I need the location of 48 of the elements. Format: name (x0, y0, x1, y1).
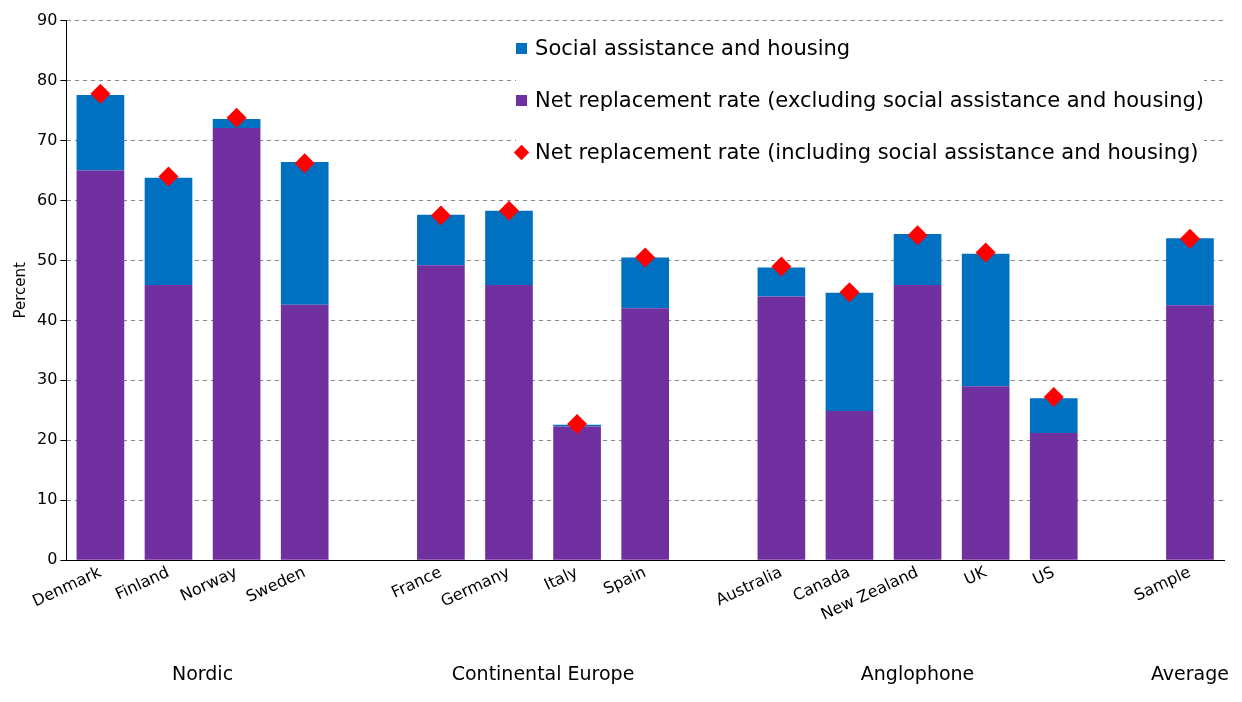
y-tick-label: 50 (37, 249, 58, 269)
y-axis-title: Percent (10, 262, 29, 319)
text: Anglophone (860, 662, 975, 684)
text: Continental Europe (451, 662, 635, 684)
bar (485, 284, 533, 560)
bar (621, 308, 670, 560)
x-tick-label: Italy (541, 562, 581, 594)
x-tick-label: UK (960, 561, 990, 589)
text: Nordic (171, 662, 234, 684)
y-tick-label: 60 (37, 189, 58, 209)
x-tick-label: Spain (600, 562, 649, 599)
bar (825, 410, 874, 560)
bar (280, 304, 329, 560)
bar (621, 257, 670, 309)
bar (144, 177, 193, 285)
bar (961, 386, 1010, 560)
bar (757, 267, 806, 297)
bar (825, 292, 874, 411)
bar (280, 162, 329, 305)
y-tick-label: 30 (37, 369, 58, 389)
y-tick-label: 90 (37, 9, 58, 29)
bar (1166, 238, 1214, 306)
bar (417, 214, 465, 266)
bar (893, 284, 942, 560)
x-tick-label: US (1029, 562, 1058, 589)
y-tick-label: 80 (37, 69, 58, 89)
bar (212, 127, 261, 560)
bar (961, 253, 1010, 387)
bar (1029, 433, 1078, 560)
bar (1029, 398, 1078, 434)
bar (1166, 305, 1214, 560)
text: Average (1150, 662, 1229, 684)
bar (76, 94, 125, 171)
legend-label: Net replacement rate (excluding social assistance and housing) (535, 88, 1204, 112)
y-tick-label: 20 (37, 429, 58, 449)
y-tick-label: 70 (37, 129, 58, 149)
bar (76, 170, 125, 560)
y-tick-label: 10 (37, 489, 58, 509)
bar (553, 426, 601, 560)
legend-label: Net replacement rate (including social assistance and housing) (535, 140, 1199, 164)
bar (144, 284, 193, 560)
y-tick-label: 40 (37, 309, 58, 329)
bar (757, 296, 806, 560)
bar (417, 265, 465, 560)
bar (485, 210, 533, 285)
y-tick-label: 0 (47, 549, 58, 569)
bar (893, 234, 942, 285)
legend-label: Social assistance and housing (535, 36, 851, 60)
